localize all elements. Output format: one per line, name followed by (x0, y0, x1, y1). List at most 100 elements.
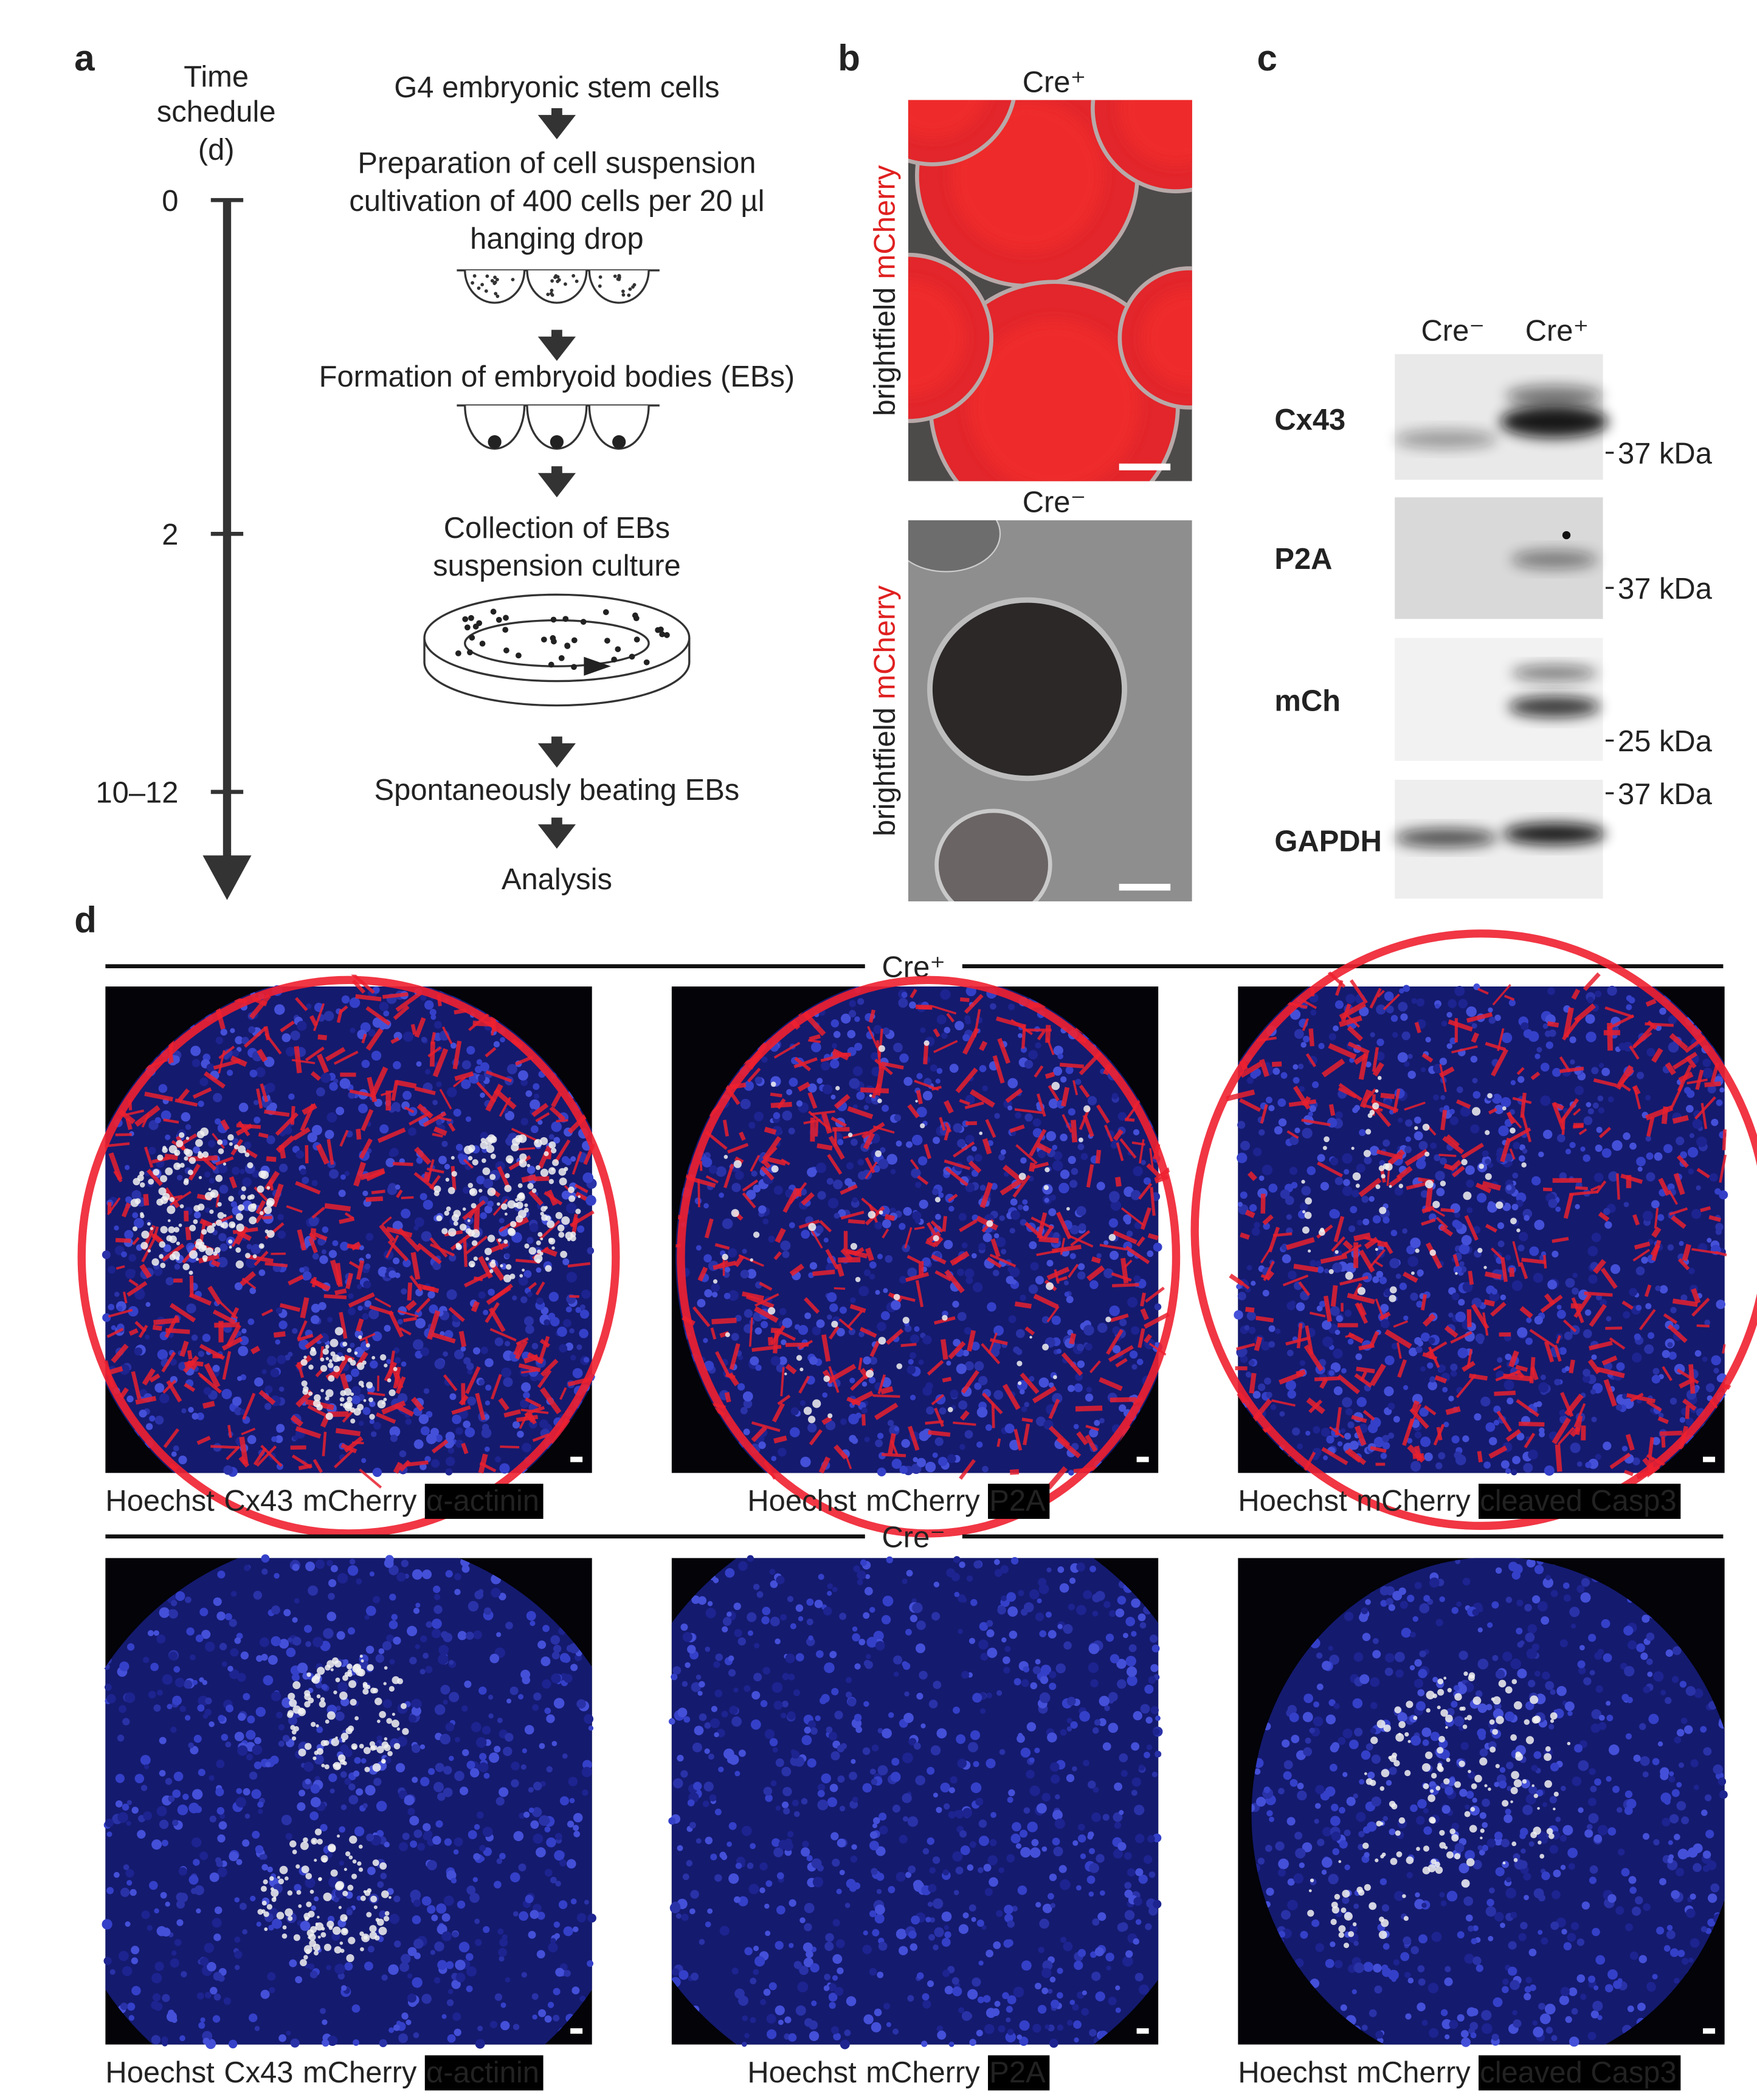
nucleus (1126, 1230, 1133, 1238)
mcherry-signal (1377, 990, 1385, 998)
nucleus (250, 1244, 261, 1255)
nucleus (1403, 1385, 1409, 1391)
nucleus (1282, 1254, 1291, 1264)
nucleus (569, 1328, 575, 1334)
mcherry-signal (313, 1280, 325, 1289)
mcherry-signal (1464, 1215, 1479, 1241)
eb-dot (611, 656, 618, 663)
nucleus (1258, 1129, 1265, 1136)
nucleus (1359, 1006, 1369, 1017)
nucleus (336, 1706, 341, 1711)
white-signal (508, 1228, 516, 1236)
mcherry-signal (933, 1236, 944, 1247)
mcherry-signal (1372, 1047, 1379, 1072)
white-signal (159, 1254, 164, 1259)
nucleus (403, 1031, 413, 1042)
nucleus (449, 1254, 457, 1262)
mcherry-signal (115, 1133, 132, 1137)
mcherry-signal (316, 1053, 330, 1073)
nucleus (1505, 1468, 1511, 1474)
mcherry-signal (1244, 1209, 1255, 1219)
nucleus (238, 1103, 249, 1112)
white-signal (153, 1169, 160, 1176)
mcherry-signal (258, 1389, 276, 1405)
mcherry-signal (1721, 1458, 1741, 1472)
white-signal (509, 1220, 517, 1228)
nucleus (901, 991, 908, 998)
nucleus (429, 1008, 437, 1016)
white-signal (808, 1223, 816, 1231)
mcherry-signal (317, 1034, 327, 1041)
mcherry-signal (1086, 1164, 1094, 1188)
mcherry-signal (471, 1301, 480, 1312)
nucleus (864, 1436, 870, 1442)
mcherry-signal (132, 1237, 140, 1245)
mcherry-signal (1139, 1139, 1145, 1164)
white-signal (536, 1165, 540, 1170)
nucleus (386, 1634, 394, 1642)
nucleus (196, 1412, 204, 1420)
mcherry-signal (992, 1055, 1005, 1084)
white-signal (540, 1168, 549, 1177)
nucleus (119, 1364, 130, 1375)
mcherry-signal (313, 1232, 328, 1241)
mcherry-signal (1442, 1136, 1465, 1154)
white-signal (347, 1357, 353, 1363)
nucleus (533, 1093, 540, 1100)
mcherry-signal (1646, 1117, 1655, 1137)
nucleus (938, 1192, 944, 1198)
nucleus (1013, 1346, 1020, 1354)
mcherry-signal (1435, 1216, 1449, 1229)
mcherry-signal (166, 1380, 182, 1403)
white-signal (223, 1162, 227, 1166)
mcherry-signal (1321, 1447, 1348, 1465)
nucleus (1349, 1441, 1359, 1450)
nucleus (849, 1000, 856, 1007)
nucleus (1485, 1422, 1496, 1432)
mcherry-signal (1389, 1176, 1403, 1188)
nucleus (1461, 1247, 1469, 1255)
white-signal (878, 1210, 883, 1215)
nucleus (499, 1217, 505, 1224)
white-signal (1440, 1180, 1446, 1186)
mcherry-signal (1450, 1331, 1472, 1344)
mcherry-signal (734, 1255, 745, 1267)
nucleus (1286, 1301, 1296, 1310)
nucleus (397, 1318, 403, 1325)
nucleus (1645, 1135, 1652, 1142)
mcherry-signal (310, 1071, 322, 1081)
mcherry-signal (219, 1301, 238, 1320)
nucleus (1474, 1413, 1482, 1421)
mcherry-signal (1421, 1053, 1434, 1063)
mcherry-signal (1012, 1174, 1031, 1198)
nucleus (247, 1435, 257, 1444)
mcherry-signal (1414, 1445, 1423, 1461)
condition-label: Cre⁻ (1023, 486, 1086, 519)
nucleus (1048, 1208, 1057, 1216)
nucleus (1667, 1244, 1674, 1251)
nucleus (269, 1987, 275, 1994)
nucleus (434, 1594, 441, 1600)
mcherry-signal (830, 1116, 847, 1127)
mcherry-signal (773, 1251, 782, 1261)
mcherry-signal (1369, 1363, 1386, 1386)
nucleus (918, 1156, 928, 1166)
mcherry-signal (1633, 1086, 1641, 1110)
mcherry-signal (141, 1114, 150, 1128)
nucleus (790, 1407, 799, 1416)
mcherry-signal (798, 1375, 810, 1394)
nucleus (1521, 1022, 1529, 1031)
nucleus (443, 1895, 454, 1906)
nucleus (837, 1138, 844, 1146)
nucleus (1382, 1442, 1390, 1450)
mcherry-signal (1406, 1182, 1427, 1190)
nucleus (871, 1052, 879, 1061)
mcherry-signal (705, 1175, 719, 1184)
mcherry-signal (1671, 1215, 1686, 1229)
white-signal (503, 1239, 508, 1244)
mcherry-signal (1115, 1177, 1122, 1187)
nucleus (1524, 1214, 1530, 1221)
nucleus (1466, 1207, 1473, 1214)
nucleus (480, 1212, 487, 1219)
nucleus (1096, 1253, 1102, 1259)
